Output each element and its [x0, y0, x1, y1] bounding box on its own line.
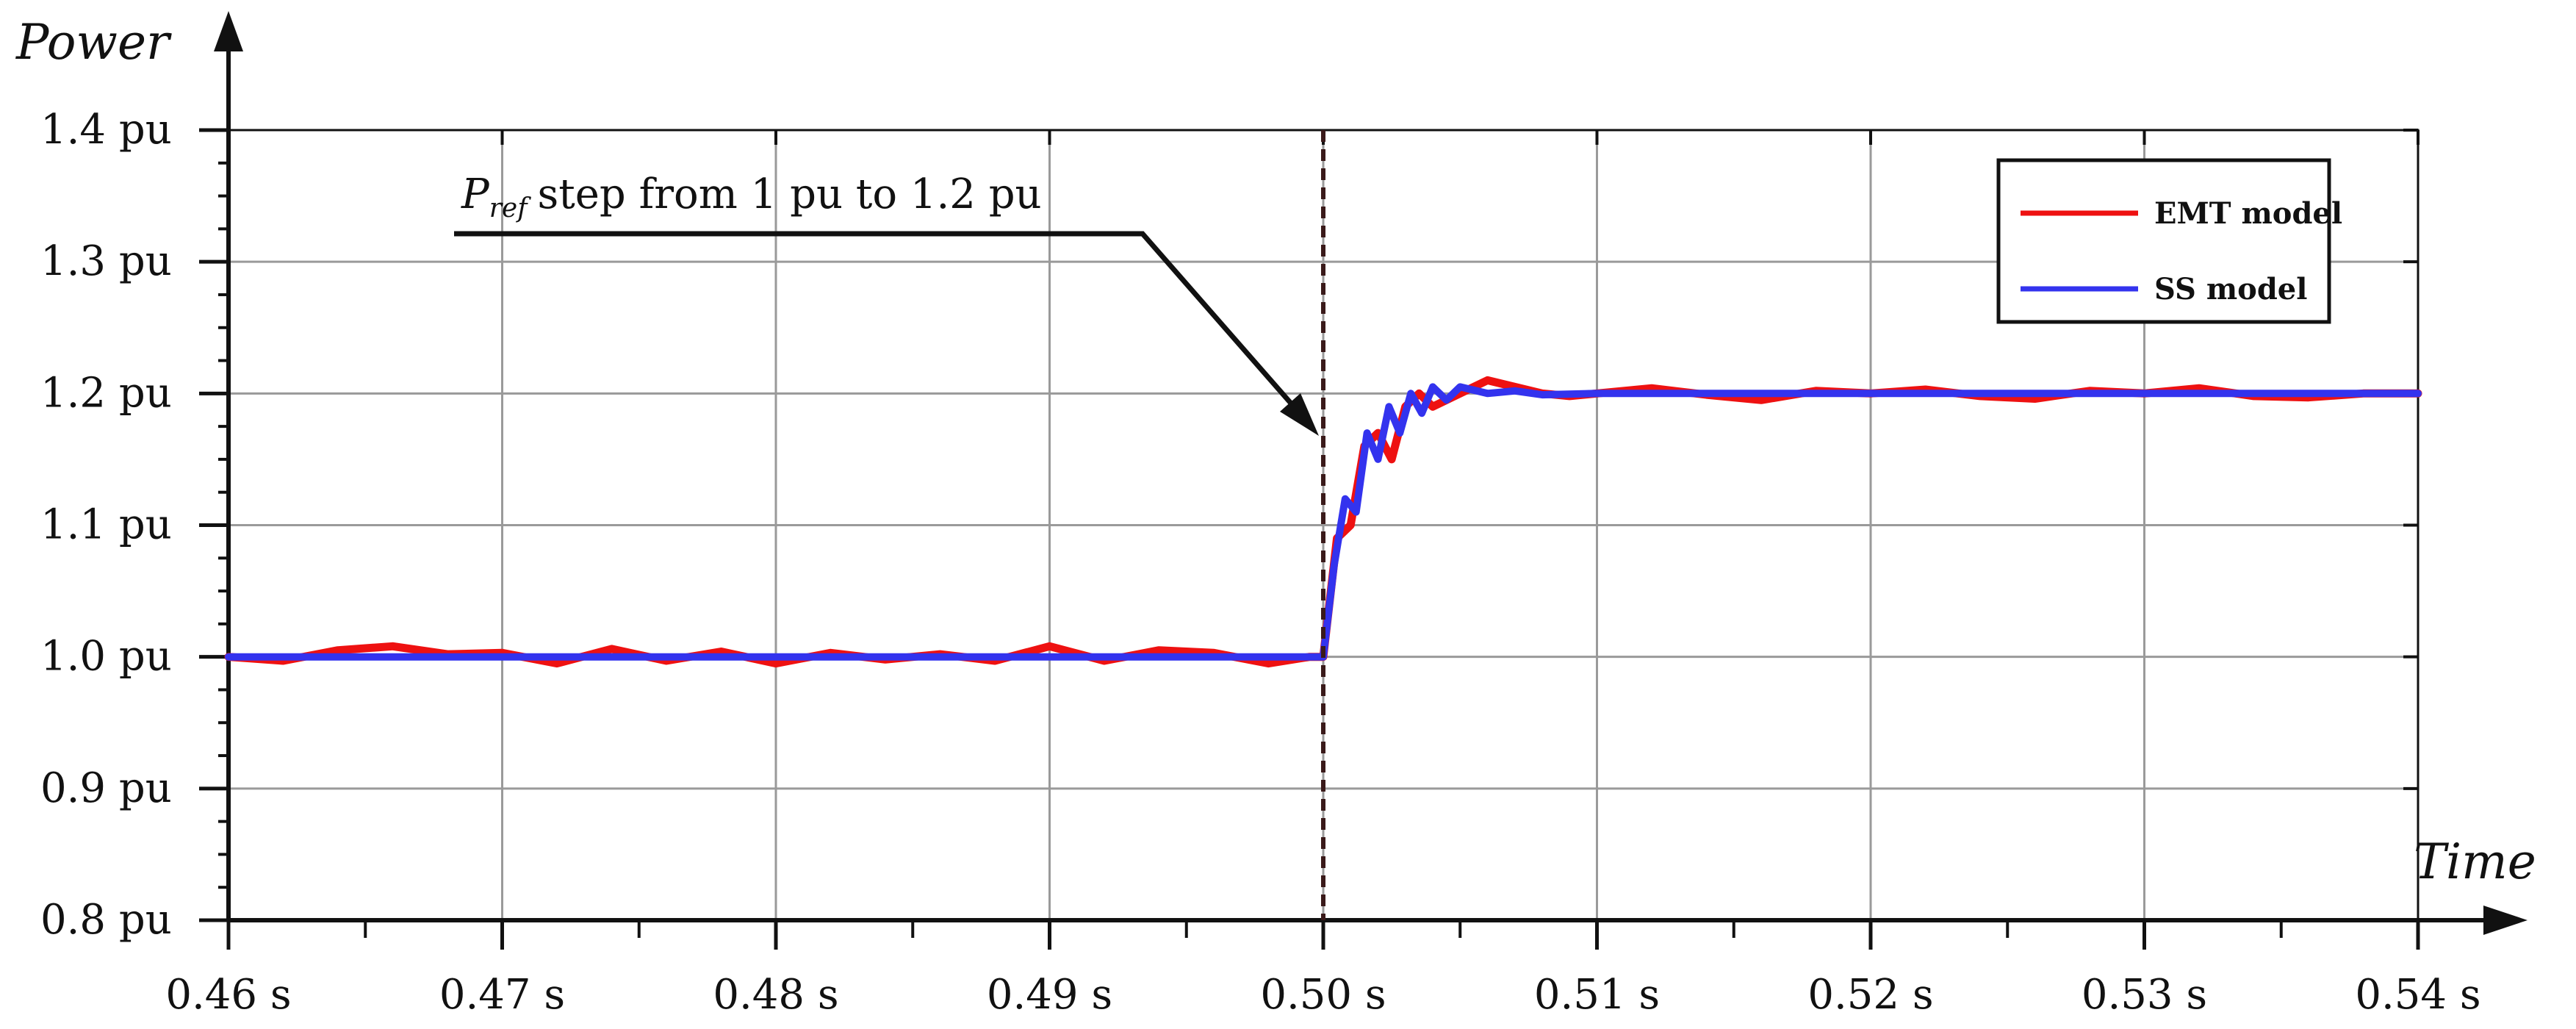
- x-tick-label: 0.49 s: [987, 971, 1112, 1019]
- annotation: Pref step from 1 pu to 1.2 pu: [454, 171, 1319, 436]
- annotation-label: Pref step from 1 pu to 1.2 pu: [461, 171, 1042, 223]
- annotation-text: step from 1 pu to 1.2 pu: [538, 171, 1042, 218]
- y-tick-label: 0.9 pu: [40, 764, 172, 812]
- y-tick-label: 1.3 pu: [40, 237, 172, 285]
- x-tick-label: 0.53 s: [2082, 971, 2207, 1019]
- x-tick-label: 0.47 s: [439, 971, 565, 1019]
- series-layer: [224, 376, 2422, 668]
- annotation-arrowhead: [1280, 393, 1319, 436]
- series-line-ss: [225, 383, 2422, 661]
- y-tick-label: 1.1 pu: [40, 501, 172, 549]
- y-tick-label: 1.2 pu: [40, 369, 172, 417]
- x-tick-label: 0.51 s: [1534, 971, 1660, 1019]
- x-axis-arrow: [2483, 906, 2528, 935]
- y-axis: 0.8 pu 0.9 pu 1.0 pu 1.1 pu 1.2 pu 1.3 pu 1.4 …: [40, 11, 2418, 944]
- annotation-symbol: P: [461, 171, 490, 218]
- y-axis-label: Power: [15, 14, 172, 71]
- x-tick-label: 0.48 s: [713, 971, 838, 1019]
- annotation-leader-line: [454, 231, 1310, 425]
- y-tick-label: 0.8 pu: [40, 896, 172, 944]
- y-axis-arrow: [214, 11, 243, 51]
- x-axis: 0.46 s 0.47 s 0.48 s 0.49 s 0.50 s 0.51 s 0.52…: [165, 130, 2528, 1019]
- x-tick-label: 0.50 s: [1260, 971, 1386, 1019]
- x-axis-label: Time: [2414, 833, 2536, 890]
- legend-label-emt: EMT model: [2154, 196, 2342, 231]
- legend-label-ss: SS model: [2154, 272, 2307, 306]
- annotation-subscript: ref: [489, 193, 532, 223]
- x-tick-label: 0.52 s: [1807, 971, 1933, 1019]
- legend-box: [1996, 158, 2331, 324]
- legend: EMT model SS model: [1996, 158, 2342, 324]
- y-tick-label: 1.4 pu: [40, 106, 172, 154]
- x-tick-label: 0.54 s: [2355, 971, 2480, 1019]
- x-tick-label: 0.46 s: [165, 971, 291, 1019]
- y-tick-label: 1.0 pu: [40, 633, 172, 681]
